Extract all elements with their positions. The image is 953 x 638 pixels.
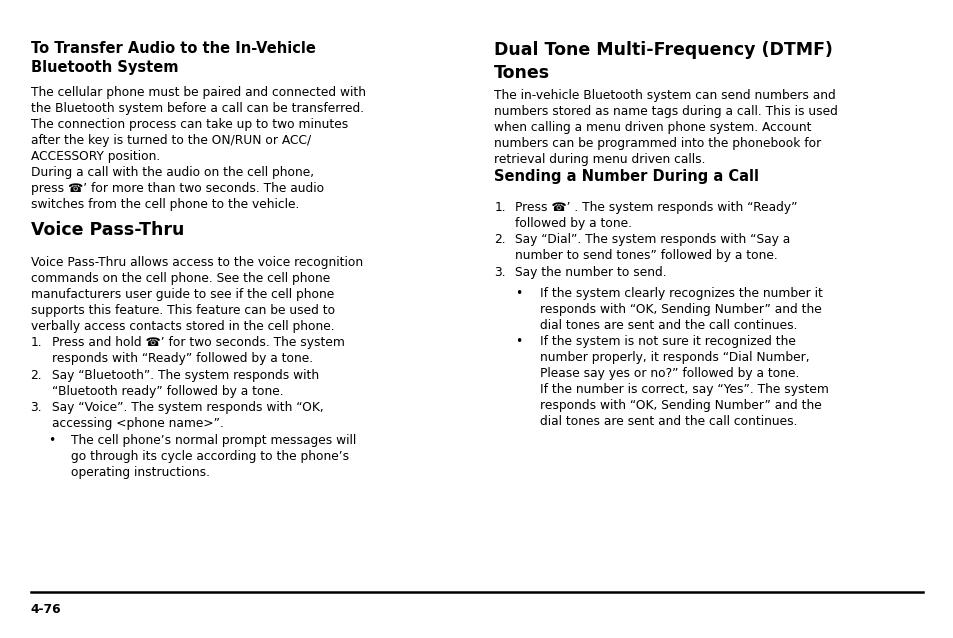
Text: 1.: 1. bbox=[494, 200, 505, 214]
Text: If the system is not sure it recognized the
number properly, it responds “Dial N: If the system is not sure it recognized … bbox=[539, 335, 828, 427]
Text: Sending a Number During a Call: Sending a Number During a Call bbox=[494, 169, 759, 184]
Text: The cellular phone must be paired and connected with
the Bluetooth system before: The cellular phone must be paired and co… bbox=[30, 86, 365, 163]
Text: 2.: 2. bbox=[494, 234, 505, 246]
Text: During a call with the audio on the cell phone,
press ☎’ for more than two secon: During a call with the audio on the cell… bbox=[30, 166, 323, 211]
Text: To Transfer Audio to the In-Vehicle
Bluetooth System: To Transfer Audio to the In-Vehicle Blue… bbox=[30, 41, 315, 75]
Text: 3.: 3. bbox=[494, 266, 505, 279]
Text: Press and hold ☎’ for two seconds. The system
responds with “Ready” followed by : Press and hold ☎’ for two seconds. The s… bbox=[51, 336, 344, 365]
Text: Press ☎’ . The system responds with “Ready”
followed by a tone.: Press ☎’ . The system responds with “Rea… bbox=[515, 200, 797, 230]
Text: •: • bbox=[515, 287, 522, 300]
Text: Say “Voice”. The system responds with “OK,
accessing <phone name>”.: Say “Voice”. The system responds with “O… bbox=[51, 401, 323, 430]
Text: The in-vehicle Bluetooth system can send numbers and
numbers stored as name tags: The in-vehicle Bluetooth system can send… bbox=[494, 89, 837, 167]
Text: 2.: 2. bbox=[30, 369, 42, 382]
Text: Say the number to send.: Say the number to send. bbox=[515, 266, 666, 279]
Text: 3.: 3. bbox=[30, 401, 42, 414]
Text: Voice Pass-Thru: Voice Pass-Thru bbox=[30, 221, 184, 239]
Text: Dual Tone Multi-Frequency (DTMF)
Tones: Dual Tone Multi-Frequency (DTMF) Tones bbox=[494, 41, 832, 82]
Text: 4-76: 4-76 bbox=[30, 603, 61, 616]
Text: Voice Pass-Thru allows access to the voice recognition
commands on the cell phon: Voice Pass-Thru allows access to the voi… bbox=[30, 256, 362, 333]
Text: The cell phone’s normal prompt messages will
go through its cycle according to t: The cell phone’s normal prompt messages … bbox=[71, 434, 355, 478]
Text: 1.: 1. bbox=[30, 336, 42, 349]
Text: If the system clearly recognizes the number it
responds with “OK, Sending Number: If the system clearly recognizes the num… bbox=[539, 287, 822, 332]
Text: Say “Dial”. The system responds with “Say a
number to send tones” followed by a : Say “Dial”. The system responds with “Sa… bbox=[515, 234, 790, 262]
Text: •: • bbox=[515, 335, 522, 348]
Text: •: • bbox=[48, 434, 55, 447]
Text: Say “Bluetooth”. The system responds with
“Bluetooth ready” followed by a tone.: Say “Bluetooth”. The system responds wit… bbox=[51, 369, 318, 397]
